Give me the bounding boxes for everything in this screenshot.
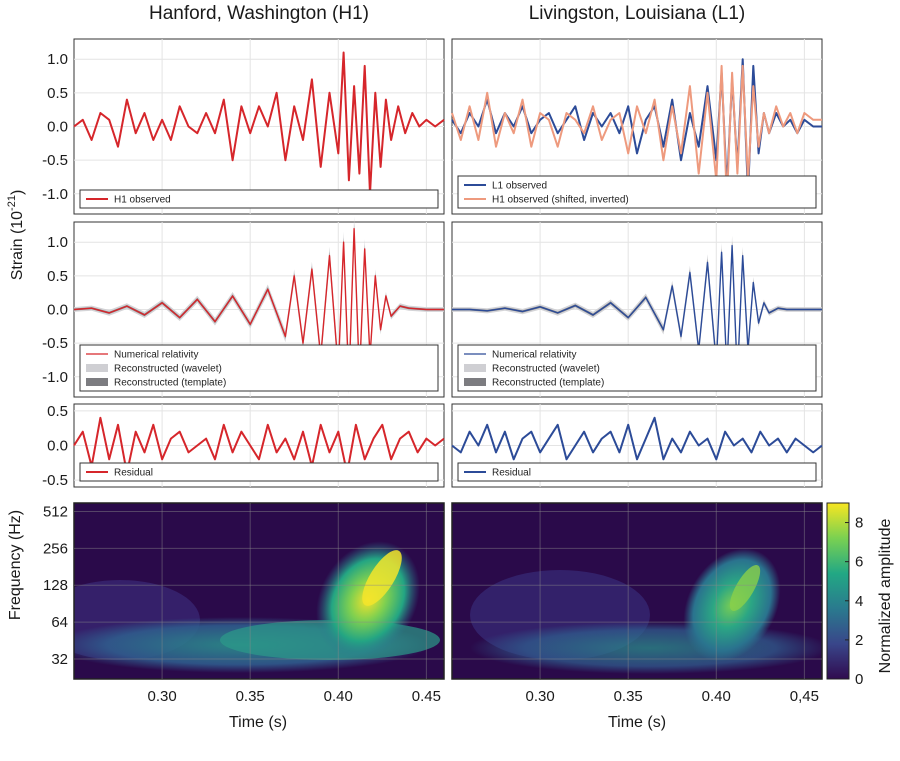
x-tick-label: 0.40 — [324, 688, 353, 705]
tick-layer: 1.0 0.5 0.0 -0.5 -1.0 1.0 0.5 0.0 -0.5 -1.0 0.5 0.0… — [42, 51, 863, 705]
colorbar-tick-label: 6 — [855, 554, 863, 571]
strain-label-main: Strain (10 — [9, 211, 26, 280]
legend-box — [457, 462, 817, 482]
y-tick-label: 0.0 — [47, 438, 68, 455]
y-tick-label: 0.5 — [47, 403, 68, 420]
x-tick-label: 0.30 — [525, 688, 554, 705]
series-layer — [73, 51, 823, 475]
legend-swatch-wavelet — [464, 364, 486, 372]
legend-box — [79, 344, 439, 392]
y-tick-label: -1.0 — [42, 369, 68, 386]
y-tick-label: 0.0 — [47, 119, 68, 136]
strain-axis-label: Strain (10-21) — [6, 190, 26, 281]
frequency-tick-label: 512 — [43, 503, 68, 520]
series-line-h1-observed-shifted-inverted- — [451, 64, 822, 202]
strain-label-close: ) — [9, 190, 26, 195]
x-tick-label: 0.30 — [147, 688, 176, 705]
y-tick-label: 0.5 — [47, 268, 68, 285]
legend-entry: Numerical relativity — [492, 350, 576, 361]
y-tick-label: 0.0 — [47, 302, 68, 319]
colorbar-label: Normalized amplitude — [877, 519, 894, 674]
colorbar — [826, 502, 850, 680]
colorbar-tick-label: 2 — [855, 632, 863, 649]
y-tick-label: -0.5 — [42, 335, 68, 352]
legend-entry: Residual — [492, 468, 531, 479]
spectrogram-right-band — [470, 622, 822, 674]
frequency-axis-label: Frequency (Hz) — [7, 510, 24, 620]
colorbar-tick-label: 4 — [855, 593, 863, 610]
spectrogram-left — [74, 503, 444, 679]
legend-entry: Reconstructed (template) — [114, 378, 226, 389]
panel-frame-spectrogram-right — [451, 502, 823, 680]
spectrogram-right-chirp-peak — [729, 565, 761, 611]
frequency-tick-label: 32 — [51, 651, 68, 668]
x-tick-label: 0.35 — [614, 688, 643, 705]
legend-box — [457, 344, 817, 392]
colorbar-tick-label: 0 — [855, 671, 863, 688]
legend-swatch-template — [86, 378, 108, 386]
title-left: Hanford, Washington (H1) — [149, 3, 369, 24]
legend-swatch-template — [464, 378, 486, 386]
series-line-residual — [451, 416, 823, 461]
x-tick-label: 0.45 — [412, 688, 441, 705]
title-right: Livingston, Louisiana (L1) — [529, 3, 746, 24]
y-tick-label: -0.5 — [42, 152, 68, 169]
legend-layer: H1 observed L1 observed H1 observed (shift… — [79, 175, 817, 482]
legend-swatch-wavelet — [86, 364, 108, 372]
y-tick-label: 0.5 — [47, 85, 68, 102]
reconstructed-template-band — [452, 241, 822, 382]
x-tick-label: 0.35 — [236, 688, 265, 705]
legend-entry: Residual — [114, 468, 153, 479]
legend-box — [79, 462, 439, 482]
x-tick-label: 0.40 — [702, 688, 731, 705]
legend-entry: Reconstructed (template) — [492, 378, 604, 389]
legend-entry: Numerical relativity — [114, 350, 198, 361]
legend-entry: L1 observed — [492, 181, 547, 192]
frequency-tick-label: 64 — [51, 614, 68, 631]
legend-entry: Reconstructed (wavelet) — [492, 364, 600, 375]
y-tick-label: 1.0 — [47, 234, 68, 251]
colorbar-tick-label: 8 — [855, 515, 863, 532]
y-tick-label: 1.0 — [47, 51, 68, 68]
series-line-residual — [73, 416, 445, 475]
legend-entry: H1 observed — [114, 195, 171, 206]
spectrogram-right — [452, 503, 822, 679]
legend-box — [457, 175, 817, 209]
time-axis-label-left: Time (s) — [229, 714, 287, 731]
y-tick-label: -0.5 — [42, 472, 68, 489]
strain-label-exponent: -21 — [6, 195, 18, 211]
time-axis-label-right: Time (s) — [608, 714, 666, 731]
x-tick-label: 0,45 — [790, 688, 819, 705]
legend-entry: H1 observed (shifted, inverted) — [492, 195, 629, 206]
panel-frame-spectrogram-left — [73, 502, 445, 680]
series-line-h1-observed — [73, 51, 445, 195]
frequency-tick-label: 128 — [43, 577, 68, 594]
spectrogram-left-chirp-peak — [362, 550, 402, 606]
y-tick-label: -1.0 — [42, 186, 68, 203]
frequency-tick-label: 256 — [43, 540, 68, 557]
legend-entry: Reconstructed (wavelet) — [114, 364, 222, 375]
legend-box — [79, 189, 439, 209]
